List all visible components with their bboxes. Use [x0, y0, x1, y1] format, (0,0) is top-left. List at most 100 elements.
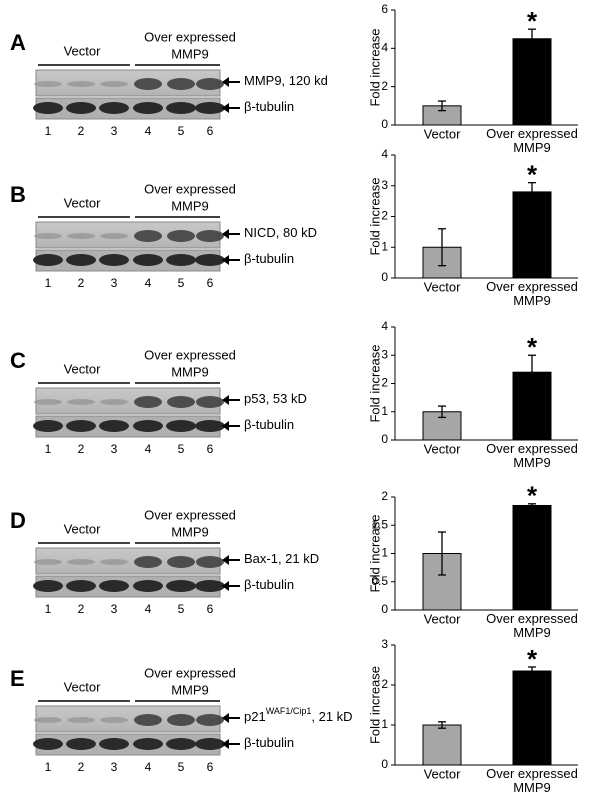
lane-number: 4	[145, 602, 152, 616]
band	[195, 102, 225, 114]
band	[34, 559, 62, 565]
band-label: p21WAF1/Cip1, 21 kD	[244, 706, 353, 724]
x-tick-label: Vector	[424, 611, 462, 626]
band	[195, 420, 225, 432]
band	[196, 714, 224, 726]
band-label-part: WAF1/Cip1	[266, 706, 312, 716]
band	[134, 78, 162, 90]
group-label: MMP9	[171, 198, 209, 213]
band	[134, 556, 162, 568]
band	[166, 420, 196, 432]
y-tick-label: 0	[381, 270, 388, 284]
band	[34, 233, 62, 239]
y-tick-label: 1	[381, 546, 388, 560]
x-tick-label: Vector	[424, 126, 462, 141]
y-tick-label: 2	[381, 79, 388, 93]
y-tick-label: 0.5	[371, 574, 388, 588]
band-label-part: β-tubulin	[244, 577, 294, 592]
band	[167, 230, 195, 242]
band	[99, 738, 129, 750]
bar	[422, 724, 462, 766]
band	[167, 714, 195, 726]
group-label: Vector	[64, 521, 102, 536]
band	[133, 254, 163, 266]
group-label: Over expressed	[144, 347, 236, 362]
y-axis-label: Fold increase	[367, 177, 382, 255]
group-label: Vector	[64, 361, 102, 376]
arrow-head	[222, 713, 229, 723]
panel-letter: C	[10, 348, 26, 373]
band	[196, 230, 224, 242]
arrow-head	[222, 421, 229, 431]
band	[66, 580, 96, 592]
band-label-part: β-tubulin	[244, 251, 294, 266]
band	[67, 81, 95, 87]
lane-number: 3	[111, 602, 118, 616]
panel-letter: A	[10, 30, 26, 55]
band-label-part: p21	[244, 709, 266, 724]
band-label: p53, 53 kD	[244, 391, 307, 406]
bar	[512, 504, 552, 611]
arrow-head	[222, 581, 229, 591]
band	[195, 254, 225, 266]
lane-number: 2	[78, 276, 85, 290]
band-label: β-tubulin	[244, 251, 294, 266]
lane-number: 1	[45, 602, 52, 616]
y-tick-label: 4	[381, 41, 388, 55]
band-label-part: MMP9, 120 kd	[244, 73, 328, 88]
band	[66, 420, 96, 432]
lane-number: 6	[207, 124, 214, 138]
y-axis-label: Fold increase	[367, 344, 382, 422]
group-label: Over expressed	[144, 29, 236, 44]
x-tick-label: Over expressed MMP9	[486, 441, 578, 470]
group-label: MMP9	[171, 46, 209, 61]
y-axis-label: Fold increase	[367, 666, 382, 744]
band	[100, 717, 128, 723]
lane-number: 5	[178, 276, 185, 290]
x-tick-label: Vector	[424, 279, 462, 294]
bar	[512, 38, 552, 126]
lane-number: 3	[111, 276, 118, 290]
band	[167, 78, 195, 90]
group-label: Vector	[64, 43, 102, 58]
band	[34, 717, 62, 723]
band	[99, 420, 129, 432]
band	[34, 399, 62, 405]
band	[66, 254, 96, 266]
lane-number: 6	[207, 276, 214, 290]
lane-number: 5	[178, 602, 185, 616]
band	[133, 420, 163, 432]
arrow-head	[222, 395, 229, 405]
group-label: Vector	[64, 679, 102, 694]
y-tick-label: 6	[381, 2, 388, 16]
group-label: MMP9	[171, 364, 209, 379]
y-tick-label: 1	[381, 239, 388, 253]
group-label: MMP9	[171, 524, 209, 539]
band	[100, 233, 128, 239]
lane-number: 2	[78, 760, 85, 774]
band	[67, 233, 95, 239]
band	[133, 738, 163, 750]
band	[33, 102, 63, 114]
y-tick-label: 2	[381, 376, 388, 390]
lane-number: 1	[45, 276, 52, 290]
lane-number: 3	[111, 760, 118, 774]
band	[100, 81, 128, 87]
lane-number: 1	[45, 760, 52, 774]
lane-number: 5	[178, 442, 185, 456]
band-label-part: β-tubulin	[244, 99, 294, 114]
band	[195, 738, 225, 750]
panel-letter: D	[10, 508, 26, 533]
band	[196, 556, 224, 568]
band	[33, 254, 63, 266]
band	[196, 78, 224, 90]
lane-number: 6	[207, 760, 214, 774]
band	[167, 396, 195, 408]
band	[166, 738, 196, 750]
band	[166, 580, 196, 592]
band-label: β-tubulin	[244, 577, 294, 592]
lane-number: 6	[207, 602, 214, 616]
y-tick-label: 0	[381, 757, 388, 771]
y-tick-label: 0	[381, 117, 388, 131]
band	[67, 399, 95, 405]
